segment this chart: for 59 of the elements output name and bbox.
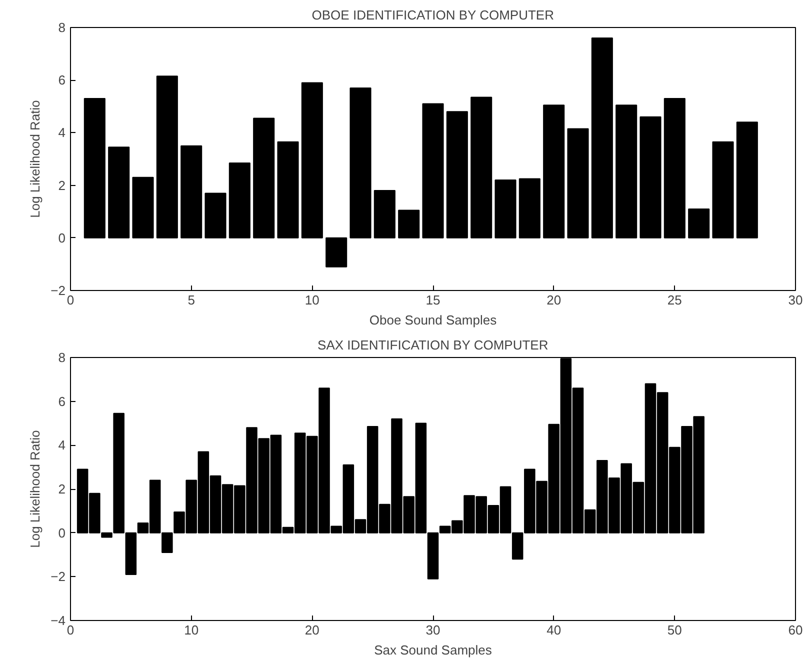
y-tick-label: 2 <box>58 178 66 193</box>
y-tick-label: −4 <box>50 613 66 628</box>
y-tick-label: 4 <box>58 438 66 453</box>
x-tick-label: 60 <box>788 622 803 638</box>
bar <box>326 237 348 268</box>
bar <box>543 104 565 238</box>
x-tick-label: 20 <box>304 622 320 638</box>
x-axis-title: Oboe Sound Samples <box>369 312 498 328</box>
bar <box>422 103 444 238</box>
y-tick-label: 8 <box>58 350 66 365</box>
bar <box>204 192 226 238</box>
bar <box>688 208 710 238</box>
bar <box>470 96 492 238</box>
bar <box>228 162 250 238</box>
y-tick-label: 0 <box>58 525 66 540</box>
bar <box>712 141 734 238</box>
chart-title: SAX IDENTIFICATION BY COMPUTER <box>318 338 548 352</box>
x-tick-label: 10 <box>184 622 199 638</box>
y-axis-title: Log Likelihood Ratio <box>28 430 43 548</box>
y-tick-label: −2 <box>50 569 66 584</box>
x-tick-label: 15 <box>426 292 440 308</box>
x-tick-label: 30 <box>788 292 803 308</box>
x-axis-title: Sax Sound Samples <box>374 642 492 658</box>
x-tick-label: 40 <box>546 622 562 638</box>
bar <box>398 210 420 238</box>
bar <box>156 76 178 238</box>
y-tick-label: 4 <box>58 125 66 140</box>
bar <box>591 38 613 238</box>
bar <box>253 118 275 238</box>
bar <box>664 98 686 238</box>
x-tick-label: 50 <box>667 622 682 638</box>
bar <box>108 146 130 238</box>
y-tick-label: 6 <box>58 72 66 88</box>
bar <box>374 190 396 238</box>
x-tick-label: 10 <box>304 292 320 308</box>
bar <box>640 116 662 238</box>
x-tick-label: 20 <box>546 292 562 308</box>
bar <box>567 128 589 238</box>
x-tick-label: 30 <box>426 622 440 638</box>
bar <box>518 178 540 238</box>
bar <box>132 176 154 238</box>
y-tick-label: 0 <box>58 230 66 246</box>
bar <box>446 111 468 238</box>
bar <box>301 82 323 238</box>
bar <box>736 122 758 238</box>
bar <box>494 180 516 238</box>
bar <box>277 141 299 238</box>
x-tick-label: 5 <box>188 292 195 308</box>
bar <box>180 145 202 238</box>
y-tick-label: −2 <box>50 283 66 298</box>
bar <box>616 104 638 238</box>
y-tick-label: 6 <box>58 394 66 409</box>
y-tick-label: 2 <box>58 482 66 496</box>
bar <box>84 98 106 238</box>
x-tick-label: 25 <box>667 292 682 308</box>
y-tick-label: 8 <box>58 20 66 35</box>
chart-title: OBOE IDENTIFICATION BY COMPUTER <box>312 8 554 22</box>
y-axis-title: Log Likelihood Ratio <box>28 100 43 218</box>
bar <box>350 87 372 238</box>
